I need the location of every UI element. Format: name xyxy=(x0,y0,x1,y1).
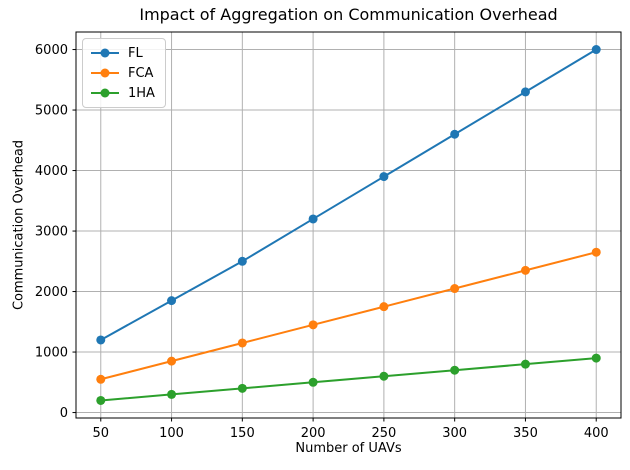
x-tick-label: 100 xyxy=(159,426,184,441)
series-line-1ha xyxy=(99,357,598,402)
series-line-fl xyxy=(99,48,598,341)
legend-label-fl: FL xyxy=(128,45,143,61)
y-tick-label: 0 xyxy=(60,406,68,421)
axes-spines xyxy=(75,31,622,419)
data-point-fl xyxy=(308,214,318,224)
data-point-1ha xyxy=(237,383,247,393)
y-tick-label: 5000 xyxy=(35,104,68,119)
y-tick-label: 3000 xyxy=(35,225,68,240)
series-line-fca xyxy=(99,251,598,381)
data-point-fca xyxy=(450,284,460,294)
data-point-fca xyxy=(591,247,601,257)
legend-line-marker-fca-icon xyxy=(91,68,119,78)
data-point-1ha xyxy=(308,377,318,387)
data-point-fl xyxy=(237,256,247,266)
x-tick-label: 250 xyxy=(371,426,396,441)
x-tick-label: 50 xyxy=(92,426,109,441)
legend-label-1ha: 1HA xyxy=(128,85,155,101)
y-tick-label: 6000 xyxy=(35,43,68,58)
data-point-fca xyxy=(379,302,389,312)
data-point-1ha xyxy=(379,371,389,381)
data-point-1ha xyxy=(167,389,177,399)
data-point-fca xyxy=(520,265,530,275)
data-point-fca xyxy=(167,356,177,366)
legend-line-marker-fl-icon xyxy=(91,48,119,58)
data-point-fl xyxy=(167,296,177,306)
data-point-fca xyxy=(237,338,247,348)
legend-item-1ha: 1HA xyxy=(90,83,155,103)
x-tick-label: 200 xyxy=(301,426,326,441)
legend-item-fl: FL xyxy=(90,43,155,63)
chart-title: Impact of Aggregation on Communication O… xyxy=(139,5,558,24)
data-point-1ha xyxy=(520,359,530,369)
x-tick-label: 300 xyxy=(442,426,467,441)
y-tick-label: 1000 xyxy=(35,346,68,361)
legend-item-fca: FCA xyxy=(90,63,155,83)
legend-line-marker-1ha-icon xyxy=(91,88,119,98)
data-point-1ha xyxy=(96,395,106,405)
data-point-fca xyxy=(308,320,318,330)
y-axis-label: Communication Overhead xyxy=(11,139,27,311)
data-point-fca xyxy=(96,374,106,384)
data-point-fl xyxy=(450,129,460,139)
y-tick-label: 4000 xyxy=(35,164,68,179)
data-point-fl xyxy=(591,45,601,55)
x-tick-label: 350 xyxy=(513,426,538,441)
x-tick-label: 150 xyxy=(230,426,255,441)
legend-label-fca: FCA xyxy=(128,65,154,81)
x-tick-label: 400 xyxy=(584,426,609,441)
data-point-fl xyxy=(520,87,530,97)
data-point-fl xyxy=(96,335,106,345)
data-point-1ha xyxy=(450,365,460,375)
legend: FL FCA 1HA xyxy=(82,38,166,108)
data-point-fl xyxy=(379,172,389,182)
y-tick-label: 2000 xyxy=(35,285,68,300)
x-axis-label: Number of UAVs xyxy=(295,441,402,456)
data-point-1ha xyxy=(591,353,601,363)
